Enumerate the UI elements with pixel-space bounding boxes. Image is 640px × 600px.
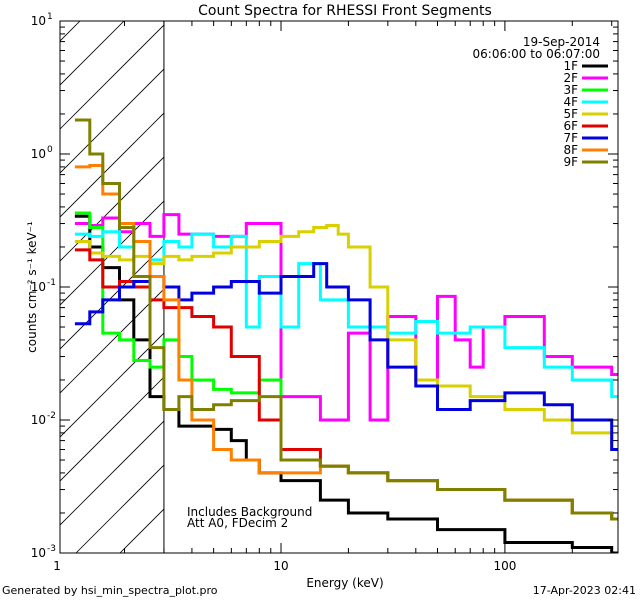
y-tick-label-exponent: -3 bbox=[47, 544, 56, 554]
legend-label-6f: 6F bbox=[563, 119, 578, 133]
x-axis-label: Energy (keV) bbox=[306, 576, 383, 590]
legend-label-4f: 4F bbox=[563, 95, 578, 109]
y-tick-label-exponent: 1 bbox=[47, 12, 53, 22]
hatch-line bbox=[60, 376, 164, 482]
y-tick-label: 10 bbox=[31, 280, 46, 294]
x-tick-label: 100 bbox=[493, 559, 516, 573]
hatch-line bbox=[60, 288, 164, 394]
series-line-9f bbox=[74, 118, 618, 521]
legend-label-8f: 8F bbox=[563, 143, 578, 157]
hatch-line bbox=[60, 156, 164, 262]
hatch-line bbox=[60, 420, 164, 526]
series-line-7f bbox=[74, 262, 618, 451]
legend-label-2f: 2F bbox=[563, 71, 578, 85]
chart-title: Count Spectra for RHESSI Front Segments bbox=[198, 3, 492, 19]
legend-label-7f: 7F bbox=[563, 131, 578, 145]
legend-time-range: 06:06:00 to 06:07:00 bbox=[473, 47, 600, 61]
series-line-4f bbox=[74, 230, 618, 399]
legend-label-1f: 1F bbox=[563, 59, 578, 73]
y-tick-label: 10 bbox=[31, 14, 46, 28]
y-tick-label: 10 bbox=[31, 147, 46, 161]
y-tick-label: 10 bbox=[31, 546, 46, 560]
hatch-line bbox=[60, 244, 164, 350]
annotation-attenuator: Att A0, FDecim 2 bbox=[187, 516, 288, 530]
timestamp: 17-Apr-2023 02:41 bbox=[533, 584, 636, 597]
x-tick-label: 1 bbox=[53, 559, 61, 573]
hatch-line bbox=[60, 24, 164, 130]
x-tick-label: 10 bbox=[273, 559, 288, 573]
y-tick-label: 10 bbox=[31, 413, 46, 427]
axis-ticks bbox=[60, 20, 618, 554]
hatch-line bbox=[60, 21, 125, 86]
hatch-line bbox=[340, 0, 640, 553]
annotation-background: Includes Background bbox=[187, 505, 312, 519]
y-axis-label: counts cm⁻² s⁻¹ keV⁻¹ bbox=[25, 221, 39, 353]
hatch-line bbox=[60, 200, 164, 306]
y-tick-label-exponent: 0 bbox=[47, 145, 53, 155]
legend-label-9f: 9F bbox=[563, 155, 578, 169]
y-tick-label-exponent: -1 bbox=[47, 278, 56, 288]
legend-label-5f: 5F bbox=[563, 107, 578, 121]
excluded-region-hatch bbox=[60, 0, 640, 553]
y-tick-label-exponent: -2 bbox=[47, 411, 56, 421]
generated-by: Generated by hsi_min_spectra_plot.pro bbox=[2, 584, 218, 597]
hatch-line bbox=[60, 21, 81, 42]
series-line-5f bbox=[74, 224, 618, 451]
series-line-1f bbox=[74, 214, 618, 553]
series-group bbox=[74, 118, 618, 553]
legend-date: 19-Sep-2014 bbox=[523, 35, 600, 49]
legend-label-3f: 3F bbox=[563, 83, 578, 97]
series-line-2f bbox=[74, 213, 618, 422]
hatch-line bbox=[119, 508, 164, 553]
